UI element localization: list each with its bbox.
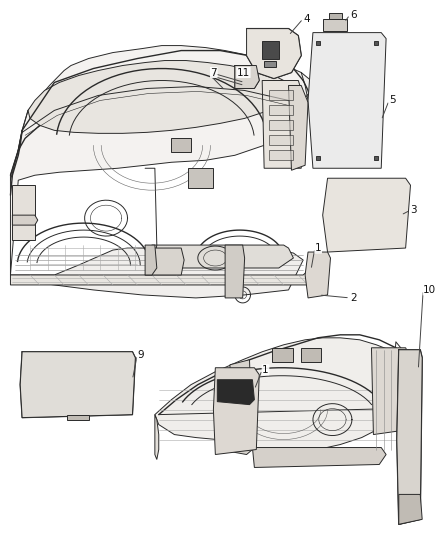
Text: 6: 6 [350, 10, 357, 20]
Polygon shape [217, 379, 254, 405]
Polygon shape [323, 19, 347, 30]
Polygon shape [269, 120, 293, 131]
Polygon shape [269, 91, 293, 100]
Polygon shape [323, 178, 410, 252]
Polygon shape [225, 245, 244, 298]
Polygon shape [11, 248, 303, 298]
Polygon shape [272, 348, 293, 362]
Polygon shape [371, 348, 410, 434]
Polygon shape [12, 185, 35, 240]
Polygon shape [374, 156, 378, 160]
Polygon shape [155, 338, 409, 451]
Text: 1: 1 [315, 243, 321, 253]
Polygon shape [235, 66, 259, 88]
Polygon shape [316, 41, 320, 45]
Polygon shape [308, 33, 386, 168]
Polygon shape [230, 360, 252, 455]
Polygon shape [316, 156, 320, 160]
Polygon shape [147, 245, 293, 268]
Polygon shape [145, 245, 157, 275]
Text: 3: 3 [410, 205, 417, 215]
Polygon shape [20, 352, 135, 417]
Text: 10: 10 [423, 285, 436, 295]
Polygon shape [399, 495, 422, 524]
Polygon shape [11, 46, 311, 275]
Polygon shape [155, 415, 159, 459]
Polygon shape [11, 268, 313, 285]
Polygon shape [264, 61, 276, 67]
Polygon shape [262, 80, 303, 168]
Text: 11: 11 [237, 68, 250, 77]
Text: 5: 5 [389, 95, 396, 106]
Polygon shape [12, 215, 38, 225]
Polygon shape [397, 350, 422, 524]
Polygon shape [147, 248, 184, 275]
Polygon shape [269, 135, 293, 146]
Polygon shape [328, 13, 342, 19]
Polygon shape [269, 106, 293, 116]
Polygon shape [374, 41, 378, 45]
Polygon shape [67, 415, 88, 419]
Polygon shape [252, 448, 386, 467]
Text: 2: 2 [350, 293, 357, 303]
Polygon shape [188, 168, 213, 188]
Polygon shape [289, 85, 308, 170]
Text: 1: 1 [262, 365, 269, 375]
Text: 9: 9 [137, 350, 144, 360]
Polygon shape [247, 29, 301, 78]
Polygon shape [305, 252, 331, 298]
Polygon shape [301, 348, 321, 362]
Text: 4: 4 [303, 14, 310, 23]
Polygon shape [269, 150, 293, 160]
Polygon shape [213, 368, 259, 455]
Polygon shape [171, 139, 191, 152]
Polygon shape [262, 41, 279, 59]
Text: 7: 7 [211, 68, 217, 77]
Polygon shape [28, 61, 298, 133]
